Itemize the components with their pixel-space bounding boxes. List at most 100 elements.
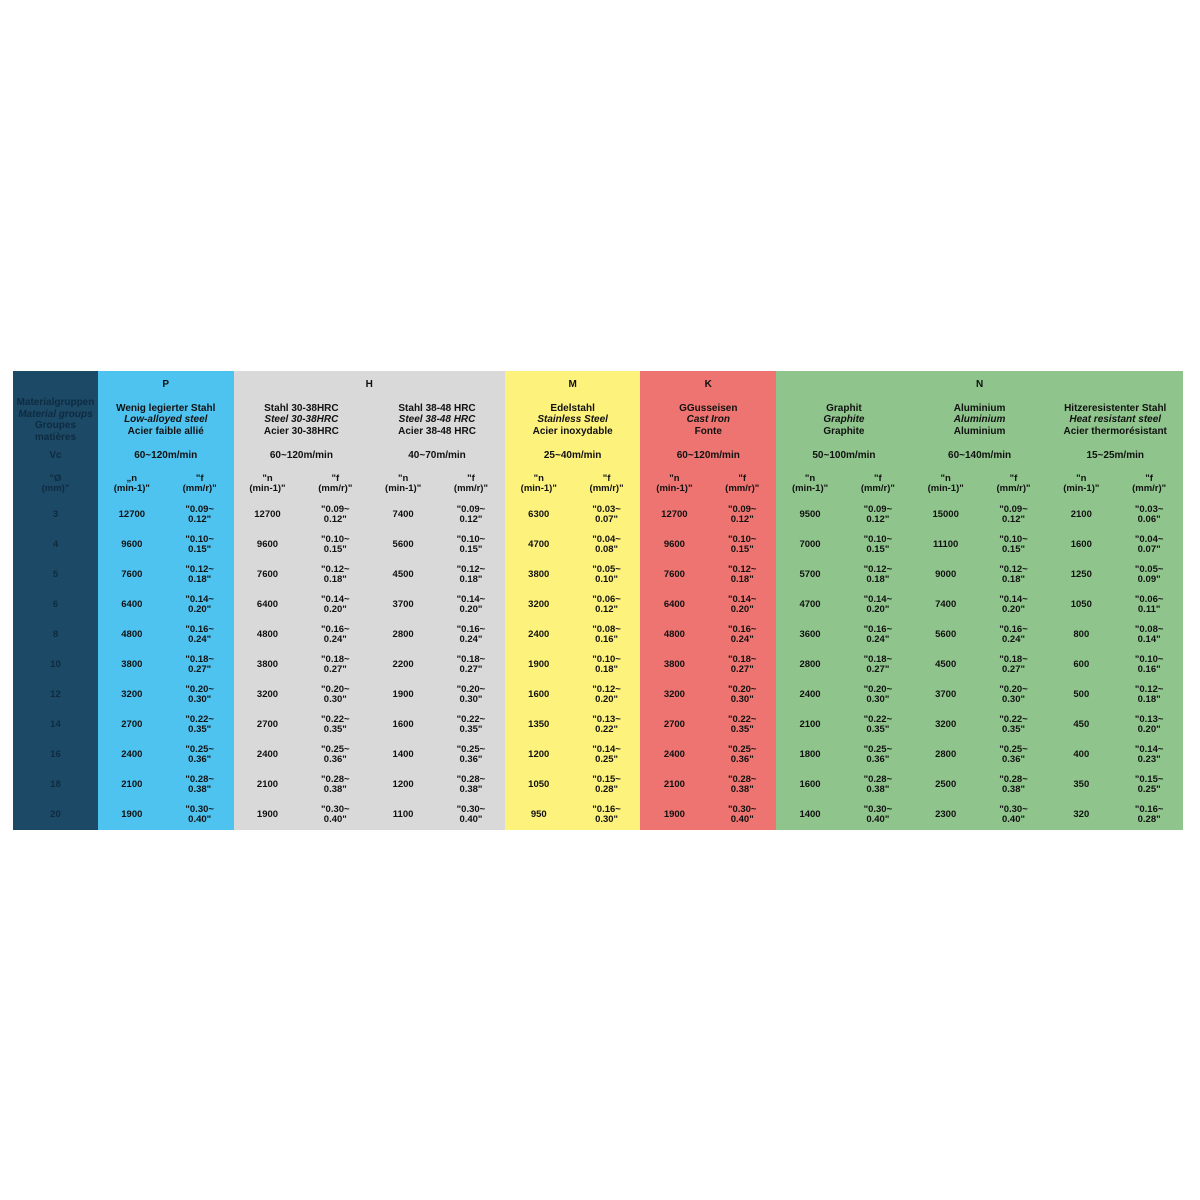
table-row: 7600 "0.12~ 0.18" (234, 560, 370, 590)
material-group-p: P Wenig legierter Stahl Low-alloyed stee… (97, 371, 234, 830)
material-group-n: N Graphit Graphite Graphite 50~100m/min … (776, 371, 1184, 830)
feed-value: "0.13~ 0.22" (592, 713, 621, 735)
rpm-value: 4500 (935, 658, 957, 670)
rpm-header: „n (min-1)" (113, 472, 150, 494)
cutting-speed: 25~40m/min (543, 449, 602, 461)
feed-value: "0.03~ 0.06" (1134, 503, 1164, 525)
table-row: 1900 "0.20~ 0.30" (369, 680, 505, 710)
feed-header: "f (mm/r)" (589, 472, 624, 494)
rpm-value: 9500 (799, 508, 821, 520)
diameter-row: 20 (13, 800, 98, 830)
rpm-value: 2800 (799, 658, 821, 670)
feed-value: "0.14~ 0.20" (727, 593, 757, 615)
material-column: Stahl 30-38HRC Steel 30-38HRC Acier 30-3… (234, 398, 370, 830)
table-row: 2400 "0.08~ 0.16" (505, 620, 641, 650)
diameter-row: 16 (13, 740, 98, 770)
rpm-value: 1900 (256, 808, 279, 820)
material-name: Stahl 30-38HRC Steel 30-38HRC Acier 30-3… (234, 398, 370, 442)
rpm-value: 3200 (121, 688, 143, 700)
material-name-en: Steel 30-38HRC (264, 414, 339, 426)
table-row: 2400 "0.25~ 0.36" (98, 740, 234, 770)
feed-value: "0.20~ 0.30" (863, 683, 893, 705)
feed-value: "0.10~ 0.16" (1134, 653, 1164, 675)
rpm-value: 1400 (392, 748, 414, 760)
cutting-speed: 60~120m/min (134, 449, 198, 461)
feed-value: "0.14~ 0.20" (321, 593, 350, 615)
table-row: 5600 "0.10~ 0.15" (369, 530, 505, 560)
rpm-value: 1600 (1070, 538, 1092, 550)
table-row: 9600 "0.10~ 0.15" (234, 530, 370, 560)
rpm-value: 450 (1073, 718, 1090, 730)
table-row: 3200 "0.20~ 0.30" (234, 680, 370, 710)
cutting-data-table: Materialgruppen Material groups Groupes … (13, 371, 1184, 830)
material-name-en: Low-alloyed steel (124, 414, 208, 426)
material-name-fr: Fonte (694, 425, 722, 437)
feed-value: "0.09~ 0.12" (185, 503, 214, 525)
rpm-value: 9600 (256, 538, 279, 550)
feed-value: "0.08~ 0.14" (1134, 623, 1164, 645)
table-row: 1900 "0.30~ 0.40" (640, 800, 776, 830)
material-name-de: Edelstahl (550, 402, 595, 414)
diameter-value: 3 (52, 508, 59, 520)
feed-value: "0.20~ 0.30" (999, 683, 1028, 705)
feed-value: "0.05~ 0.10" (592, 563, 621, 585)
feed-value: "0.14~ 0.20" (999, 593, 1028, 615)
diameter-row: 12 (13, 680, 98, 710)
feed-value: "0.30~ 0.40" (999, 803, 1028, 825)
feed-value: "0.03~ 0.07" (592, 503, 621, 525)
table-row: 2100 "0.03~ 0.06" (1047, 500, 1183, 530)
rpm-value: 2100 (663, 778, 685, 790)
material-name-fr: Acier inoxydable (532, 425, 613, 437)
feed-value: "0.16~ 0.24" (863, 623, 893, 645)
rpm-value: 1200 (528, 748, 550, 760)
feed-value: "0.09~ 0.12" (321, 503, 350, 525)
rpm-value: 6400 (256, 598, 279, 610)
rpm-value: 3600 (799, 628, 821, 640)
rpm-value: 2700 (256, 718, 279, 730)
feed-value: "0.08~ 0.16" (592, 623, 621, 645)
table-row: 2100 "0.28~ 0.38" (234, 770, 370, 800)
feed-value: "0.10~ 0.15" (999, 533, 1028, 555)
rpm-value: 1900 (528, 658, 550, 670)
material-name-de: Hitzeresistenter Stahl (1064, 402, 1167, 414)
feed-value: "0.16~ 0.24" (321, 623, 350, 645)
table-row: 5700 "0.12~ 0.18" (776, 560, 912, 590)
material-column: GGusseisen Cast Iron Fonte 60~120m/min "… (640, 398, 776, 830)
cutting-speed: 60~120m/min (269, 449, 333, 461)
feed-value: "0.18~ 0.27" (863, 653, 893, 675)
feed-value: "0.16~ 0.24" (999, 623, 1028, 645)
feed-value: "0.06~ 0.12" (592, 593, 621, 615)
feed-value: "0.16~ 0.24" (185, 623, 214, 645)
table-row: 1600 "0.12~ 0.20" (505, 680, 641, 710)
feed-value: "0.14~ 0.20" (863, 593, 893, 615)
table-row: 2100 "0.28~ 0.38" (98, 770, 234, 800)
diameter-value: 12 (50, 688, 61, 700)
rpm-value: 1800 (799, 748, 821, 760)
table-row: 7600 "0.12~ 0.18" (98, 560, 234, 590)
material-name-fr: Acier 38-48 HRC (398, 425, 476, 437)
rpm-value: 1900 (663, 808, 685, 820)
feed-value: "0.12~ 0.18" (1134, 683, 1164, 705)
table-row: 1600 "0.28~ 0.38" (776, 770, 912, 800)
feed-value: "0.25~ 0.36" (727, 743, 757, 765)
material-name: GGusseisen Cast Iron Fonte (640, 398, 776, 442)
table-row: 950 "0.16~ 0.30" (505, 800, 641, 830)
rpm-value: 4700 (528, 538, 550, 550)
feed-value: "0.28~ 0.38" (999, 773, 1028, 795)
table-row: 9000 "0.12~ 0.18" (912, 560, 1048, 590)
material-name-de: Stahl 38-48 HRC (398, 402, 476, 414)
material-column: Wenig legierter Stahl Low-alloyed steel … (98, 398, 234, 830)
rpm-value: 1350 (528, 718, 550, 730)
rpm-value: 3200 (935, 718, 957, 730)
rpm-value: 4700 (799, 598, 821, 610)
feed-header: "f (mm/r)" (318, 472, 353, 494)
rpm-value: 4800 (121, 628, 143, 640)
table-row: 6400 "0.14~ 0.20" (234, 590, 370, 620)
feed-value: "0.14~ 0.23" (1134, 743, 1164, 765)
rpm-value: 12700 (254, 508, 281, 520)
table-row: 3800 "0.18~ 0.27" (640, 650, 776, 680)
group-letter: H (365, 379, 373, 390)
feed-value: "0.30~ 0.40" (456, 803, 486, 825)
material-groups-en: Material groups (18, 408, 93, 420)
feed-value: "0.25~ 0.36" (456, 743, 486, 765)
